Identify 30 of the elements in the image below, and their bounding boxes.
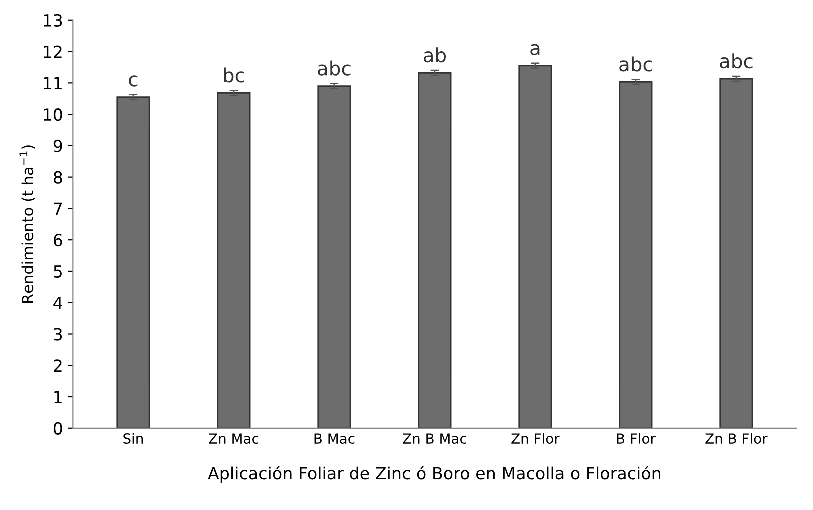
x-tick-label: Zn Mac — [209, 434, 259, 444]
annotation: abc — [620, 56, 652, 72]
y-tick-label: 5 — [54, 266, 62, 278]
y-axis-title: Rendimiento (t ha$^{−1}$) — [20, 146, 36, 304]
y-tick-label: 12 — [44, 46, 62, 58]
x-tick-label: Zn B Flor — [706, 433, 768, 444]
y-tick-label: 13 — [44, 14, 62, 27]
annotation: a — [530, 44, 540, 56]
x-tick-label: Zn B Mac — [403, 434, 466, 444]
x-axis-title: Aplicación Foliar de Zinc ó Boro en Macolla o Floración — [208, 466, 661, 483]
y-tick-label: 8 — [54, 171, 62, 184]
y-tick-label: 1 — [54, 391, 62, 404]
y-tick-label: 7 — [54, 202, 62, 216]
x-tick-label: Sin — [124, 433, 144, 444]
y-tick-label: 2 — [54, 360, 62, 372]
annotation: bc — [224, 68, 244, 83]
y-tick-label: 6 — [54, 234, 62, 247]
y-tick-label: 0 — [54, 422, 62, 435]
annotation: abc — [720, 54, 753, 69]
y-tick-label: 4 — [54, 297, 63, 310]
x-tick-label: B Mac — [314, 434, 355, 444]
x-tick-label: B Flor — [617, 433, 656, 444]
y-tick-label: 10 — [44, 108, 62, 122]
annotation: ab — [424, 48, 446, 63]
annotation: abc — [318, 60, 351, 76]
x-tick-label: Zn Flor — [512, 433, 560, 444]
y-tick-label: 11 — [44, 77, 62, 90]
annotation: c — [129, 76, 138, 87]
y-tick-label: 3 — [54, 328, 62, 341]
y-tick-label: 9 — [54, 140, 62, 153]
